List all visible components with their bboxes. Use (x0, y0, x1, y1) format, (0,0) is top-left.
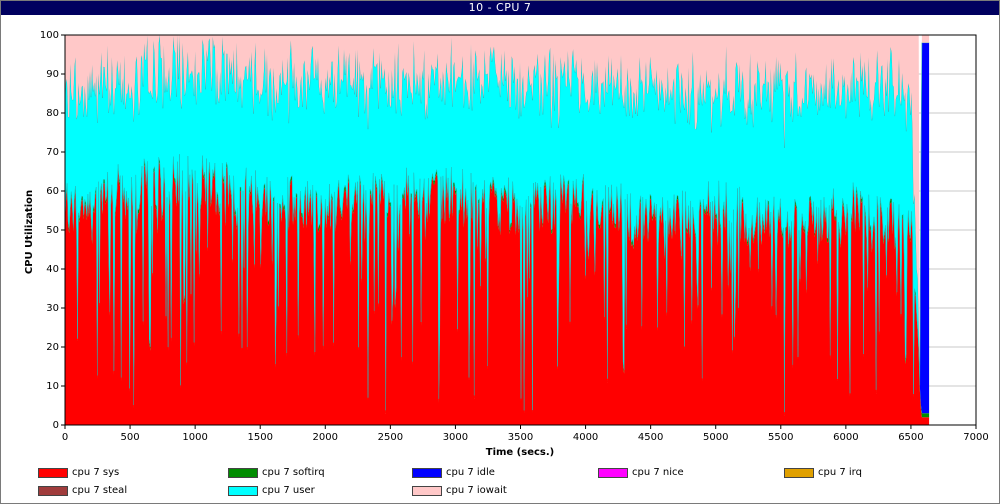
y-tick-label: 60 (46, 186, 59, 197)
y-tick-label: 40 (46, 264, 59, 275)
legend-label: cpu 7 nice (632, 467, 684, 478)
y-tick-label: 90 (46, 69, 59, 80)
series-areas (64, 34, 930, 425)
cpu-utilization-chart: 0 500 1000 1500 2000 2500 3000 3500 4000 4500 5000… (24, 30, 989, 458)
window-title: 10 - CPU 7 (1, 1, 999, 15)
legend-swatch (38, 468, 68, 478)
legend-swatch (38, 486, 68, 496)
x-tick-label: 2500 (378, 432, 403, 443)
legend-label: cpu 7 idle (446, 467, 495, 478)
legend-label: cpu 7 irq (818, 467, 862, 478)
x-tick-label: 1000 (182, 432, 207, 443)
y-tick-label: 80 (46, 108, 59, 119)
x-tick-label: 6500 (898, 432, 923, 443)
legend-swatch (228, 486, 258, 496)
y-tick-label: 0 (53, 420, 59, 431)
legend-label: cpu 7 user (262, 485, 315, 496)
legend-label: cpu 7 steal (72, 485, 128, 496)
y-axis-ticks: 0 10 20 30 40 50 60 70 80 90 100 (40, 30, 65, 431)
x-axis-ticks: 0 500 1000 1500 2000 2500 3000 3500 4000 4500 5000… (62, 425, 989, 443)
x-tick-label: 6000 (833, 432, 858, 443)
x-tick-label: 500 (121, 432, 140, 443)
legend-swatch (784, 468, 814, 478)
x-tick-label: 1500 (247, 432, 272, 443)
x-tick-label: 7000 (963, 432, 988, 443)
legend-swatch (228, 468, 258, 478)
legend-label: cpu 7 softirq (262, 467, 325, 478)
legend-label: cpu 7 iowait (446, 485, 507, 496)
x-tick-label: 5000 (703, 432, 728, 443)
legend-swatch (412, 486, 442, 496)
x-axis-label: Time (secs.) (486, 447, 555, 458)
x-tick-label: 5500 (768, 432, 793, 443)
x-tick-label: 2000 (313, 432, 338, 443)
y-tick-label: 20 (46, 342, 59, 353)
legend: cpu 7 sys cpu 7 softirq cpu 7 idle cpu 7 ni… (0, 462, 1000, 504)
legend-swatch (412, 468, 442, 478)
x-tick-label: 0 (62, 432, 68, 443)
x-tick-label: 3000 (443, 432, 468, 443)
x-tick-label: 4000 (573, 432, 598, 443)
legend-swatch (598, 468, 628, 478)
y-axis-label: CPU Utilization (24, 190, 35, 274)
y-tick-label: 70 (46, 147, 59, 158)
x-tick-label: 4500 (638, 432, 663, 443)
legend-label: cpu 7 sys (72, 467, 120, 478)
y-tick-label: 10 (46, 381, 59, 392)
x-tick-label: 3500 (508, 432, 533, 443)
y-tick-label: 30 (46, 303, 59, 314)
y-tick-label: 100 (40, 30, 59, 41)
series-area-cpu-7-iowait (65, 35, 930, 365)
y-tick-label: 50 (46, 225, 59, 236)
series-area-cpu-7-sys (65, 158, 930, 425)
